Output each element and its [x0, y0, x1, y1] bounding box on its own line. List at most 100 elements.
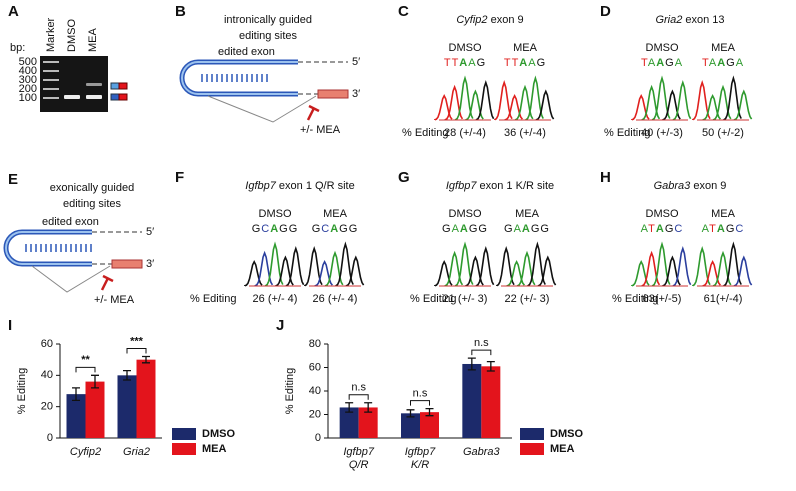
base: G	[540, 223, 550, 235]
panel-letter: F	[175, 169, 184, 186]
ladder-label: 300	[19, 74, 37, 86]
sequence: GCAGG	[252, 223, 299, 235]
chromatogram-peak	[345, 255, 365, 287]
legend-swatch	[520, 443, 544, 455]
title-rest: exon 9	[488, 14, 524, 26]
error-bar	[72, 387, 80, 402]
base: A	[641, 223, 649, 235]
sequence: ATAGC	[641, 223, 684, 235]
error-bar	[486, 360, 495, 372]
bar	[339, 407, 359, 438]
ladder-label: 500	[19, 56, 37, 68]
base: A	[330, 223, 339, 235]
title-rest: exon 9	[690, 180, 726, 192]
panel-letter: E	[8, 171, 18, 188]
base: T	[702, 57, 709, 69]
intron-box	[317, 89, 349, 99]
editing-label: % Editing	[402, 127, 448, 139]
chromatogram-peak	[285, 246, 305, 287]
condition-label: DMSO	[259, 208, 292, 220]
chromatogram-peak	[475, 246, 495, 287]
y-tick-label: 60	[309, 361, 321, 373]
exon-icon	[110, 82, 120, 90]
ladder-label: 400	[19, 65, 37, 77]
editing-label: % Editing	[190, 293, 236, 305]
error-bar	[142, 355, 150, 364]
error-bar	[406, 409, 415, 418]
exon-icon	[118, 93, 128, 101]
base: C	[735, 223, 744, 235]
strand-end: 3′	[352, 88, 360, 100]
band	[86, 83, 102, 86]
base: C	[674, 223, 683, 235]
condition-label: MEA	[711, 208, 736, 220]
ladder-band	[43, 61, 59, 63]
base: G	[349, 223, 359, 235]
title-rest: exon 1 Q/R site	[276, 180, 355, 192]
base: G	[279, 223, 289, 235]
base: A	[709, 57, 717, 69]
base: G	[442, 223, 452, 235]
bar	[117, 375, 137, 438]
sequence: GCAGG	[312, 223, 359, 235]
chromatogram-peak	[733, 255, 753, 287]
significance-bracket	[75, 366, 96, 373]
exon-icon	[118, 82, 128, 90]
y-axis-label: % Editing	[16, 368, 28, 414]
exon-label: edited exon	[42, 216, 99, 228]
panel-title: Gabra3 exon 9	[654, 180, 727, 192]
x-tick-label: Gria2	[123, 446, 150, 458]
editing-value: 26 (+/- 4)	[313, 293, 358, 305]
error-bar	[123, 369, 131, 381]
bar	[358, 407, 378, 438]
condition-label: MEA	[515, 208, 540, 220]
base: A	[468, 57, 476, 69]
y-tick-label: 0	[47, 432, 53, 444]
chromatogram-peak	[475, 80, 495, 121]
chromatogram-peak	[496, 246, 515, 287]
sequence: ATAGC	[702, 223, 745, 235]
inhibit	[306, 104, 320, 121]
legend-swatch	[520, 428, 544, 440]
editing-value: 26 (+/- 4)	[253, 293, 298, 305]
panel-title: intronically guided	[224, 14, 312, 26]
chromatogram-peak	[712, 250, 732, 287]
error-bar	[425, 407, 434, 417]
y-tick-label: 40	[309, 385, 321, 397]
significance-label: **	[81, 354, 90, 366]
chromatogram-peak	[254, 250, 274, 287]
chromatogram-peak	[264, 241, 284, 287]
base: T	[444, 57, 452, 69]
chromatogram-peak	[444, 84, 464, 121]
significance-bracket	[348, 394, 369, 400]
y-tick-label: 80	[309, 338, 321, 350]
chromatogram-peak	[672, 246, 692, 287]
loop	[31, 265, 111, 293]
chromatogram-peak	[434, 94, 453, 121]
bar	[136, 359, 156, 438]
chromatogram-peak	[631, 94, 650, 121]
y-tick-label: 20	[309, 408, 321, 420]
chromatogram-peak	[516, 250, 536, 287]
base: A	[514, 223, 522, 235]
base: G	[469, 223, 479, 235]
editing-value: 22 (+/- 3)	[505, 293, 550, 305]
error-bar	[345, 402, 354, 413]
base: G	[252, 223, 262, 235]
significance-label: n.s	[351, 382, 366, 394]
strand-end: 3′	[146, 258, 154, 270]
sequence: GAAGG	[442, 223, 488, 235]
error-bar	[91, 374, 99, 389]
panel-title: Gria2 exon 13	[655, 14, 724, 26]
significance-label: ***	[130, 335, 144, 347]
panel-title: exonically guided	[50, 182, 134, 194]
significance-label: n.s	[474, 337, 489, 349]
treatment-label: +/- MEA	[94, 294, 135, 306]
ladder-band	[43, 79, 59, 81]
error-bar	[364, 402, 373, 413]
ladder-band	[43, 70, 59, 72]
chromatogram-peak	[631, 260, 650, 287]
bar	[401, 413, 420, 438]
chromatogram-peak	[444, 250, 464, 287]
base: T	[504, 57, 512, 69]
